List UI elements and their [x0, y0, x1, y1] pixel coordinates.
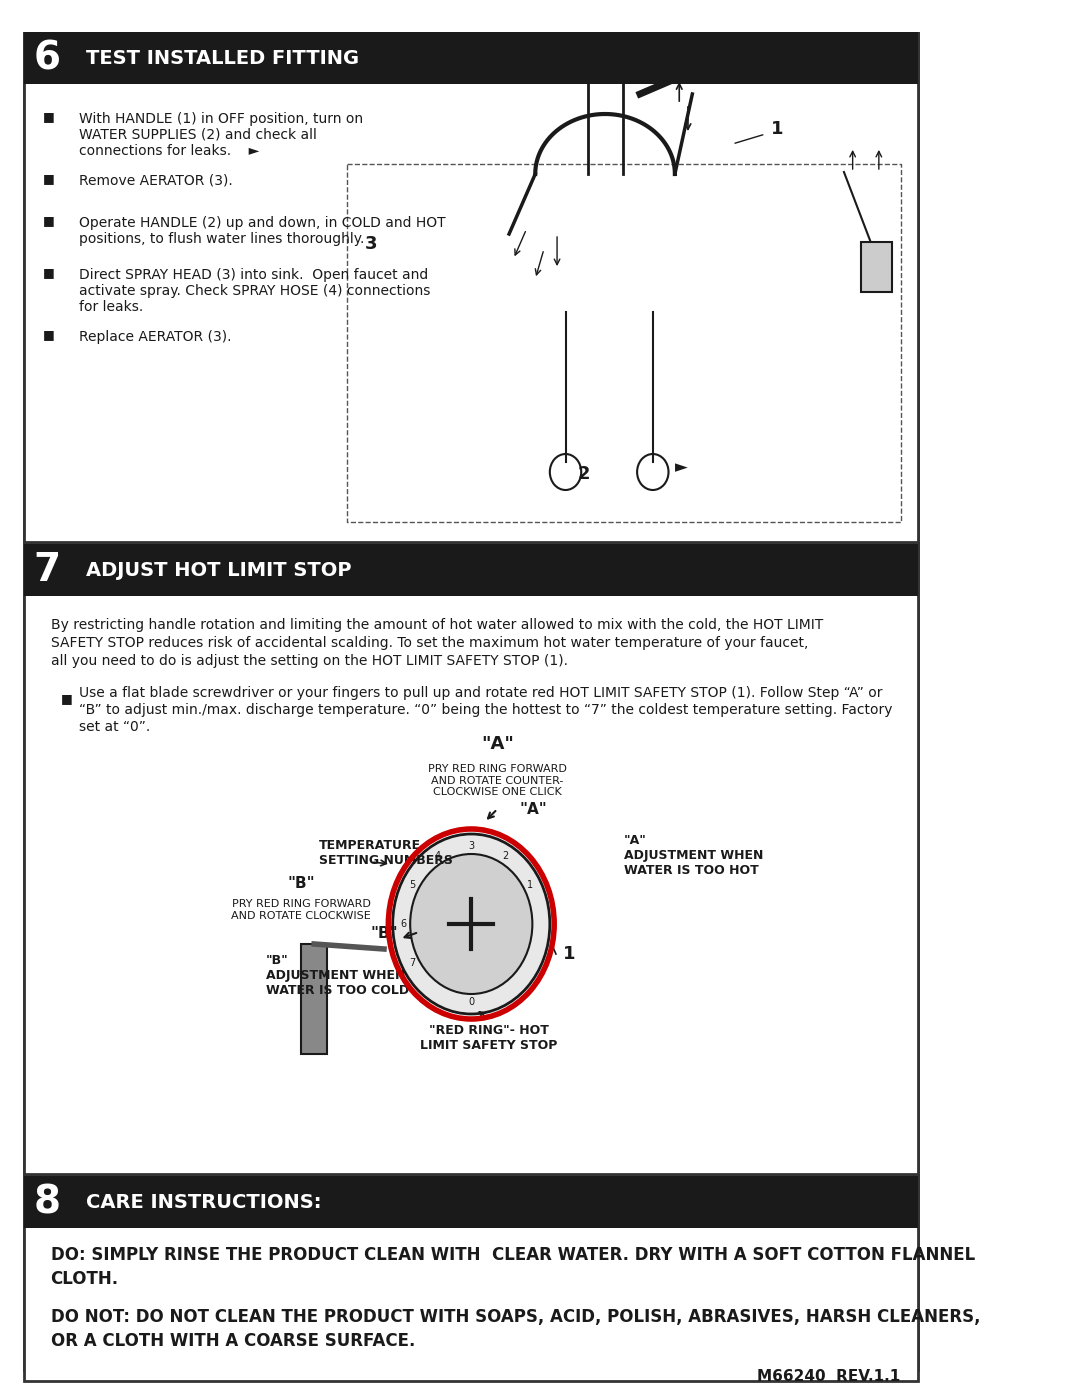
Text: "RED RING"- HOT
LIMIT SAFETY STOP: "RED RING"- HOT LIMIT SAFETY STOP	[420, 1024, 557, 1052]
Text: ►: ►	[675, 458, 687, 476]
Text: 8: 8	[33, 1183, 60, 1221]
Bar	[301, 944, 327, 1053]
Text: 5: 5	[409, 880, 416, 890]
Text: 2: 2	[578, 465, 590, 483]
Text: M66240  REV.1.1: M66240 REV.1.1	[757, 1369, 901, 1384]
Text: 7: 7	[409, 958, 416, 968]
Text: "B": "B"	[287, 876, 315, 891]
Text: PRY RED RING FORWARD
AND ROTATE CLOCKWISE: PRY RED RING FORWARD AND ROTATE CLOCKWIS…	[231, 900, 370, 921]
Text: connections for leaks.    ►: connections for leaks. ►	[79, 144, 259, 158]
Text: 7: 7	[33, 550, 60, 590]
Text: 1: 1	[771, 120, 784, 138]
Text: ■: ■	[60, 692, 72, 705]
Bar	[25, 32, 918, 542]
Text: DO NOT: DO NOT CLEAN THE PRODUCT WITH SOAPS, ACID, POLISH, ABRASIVES, HARSH CLEA: DO NOT: DO NOT CLEAN THE PRODUCT WITH SO…	[51, 1308, 981, 1350]
Text: “B” to adjust min./max. discharge temperature. “0” being the hottest to “7” the : “B” to adjust min./max. discharge temper…	[79, 703, 892, 717]
Text: ■: ■	[43, 172, 55, 184]
Text: DO: SIMPLY RINSE THE PRODUCT CLEAN WITH  CLEAR WATER. DRY WITH A SOFT COTTON FLA: DO: SIMPLY RINSE THE PRODUCT CLEAN WITH …	[51, 1246, 975, 1288]
Text: 0: 0	[469, 997, 474, 1007]
Bar	[25, 543, 70, 597]
Text: 3: 3	[365, 235, 377, 253]
Text: ■: ■	[43, 328, 55, 341]
Text: PRY RED RING FORWARD
AND ROTATE COUNTER-
CLOCKWISE ONE CLICK: PRY RED RING FORWARD AND ROTATE COUNTER-…	[428, 764, 567, 798]
Text: set at “0”.: set at “0”.	[79, 719, 150, 733]
Text: ADJUST HOT LIMIT STOP: ADJUST HOT LIMIT STOP	[85, 560, 351, 580]
Bar	[25, 543, 918, 597]
Text: 1: 1	[527, 880, 534, 890]
Text: By restricting handle rotation and limiting the amount of hot water allowed to m: By restricting handle rotation and limit…	[51, 617, 823, 631]
Text: ■: ■	[43, 265, 55, 279]
Text: activate spray. Check SPRAY HOSE (4) connections: activate spray. Check SPRAY HOSE (4) con…	[79, 284, 430, 298]
Text: "A"
ADJUSTMENT WHEN
WATER IS TOO HOT: "A" ADJUSTMENT WHEN WATER IS TOO HOT	[624, 834, 764, 877]
Bar	[25, 1176, 70, 1228]
Text: WATER SUPPLIES (2) and check all: WATER SUPPLIES (2) and check all	[79, 129, 316, 142]
Text: "B": "B"	[370, 926, 397, 942]
Text: ■: ■	[43, 214, 55, 226]
Text: 6: 6	[33, 39, 60, 77]
Text: 1: 1	[563, 944, 576, 963]
Text: 6: 6	[400, 919, 406, 929]
Text: TEMPERATURE
SETTING NUMBERS: TEMPERATURE SETTING NUMBERS	[319, 840, 453, 868]
Text: ■: ■	[43, 110, 55, 123]
Text: for leaks.: for leaks.	[79, 300, 143, 314]
Text: "B"
ADJUSTMENT WHEN
WATER IS TOO COLD: "B" ADJUSTMENT WHEN WATER IS TOO COLD	[266, 954, 409, 997]
Text: CARE INSTRUCTIONS:: CARE INSTRUCTIONS:	[85, 1193, 321, 1211]
Text: SAFETY STOP reduces risk of accidental scalding. To set the maximum hot water te: SAFETY STOP reduces risk of accidental s…	[51, 636, 808, 650]
Text: Remove AERATOR (3).: Remove AERATOR (3).	[79, 175, 232, 189]
Text: "A": "A"	[519, 802, 548, 817]
Bar	[862, 242, 892, 292]
Bar	[0, 1391, 943, 1397]
Text: With HANDLE (1) in OFF position, turn on: With HANDLE (1) in OFF position, turn on	[79, 112, 363, 126]
Circle shape	[393, 834, 550, 1014]
Text: 4: 4	[434, 851, 441, 862]
Text: positions, to flush water lines thoroughly.: positions, to flush water lines thorough…	[79, 232, 364, 246]
Text: Use a flat blade screwdriver or your fingers to pull up and rotate red HOT LIMIT: Use a flat blade screwdriver or your fin…	[79, 686, 882, 700]
Text: Direct SPRAY HEAD (3) into sink.  Open faucet and: Direct SPRAY HEAD (3) into sink. Open fa…	[79, 268, 428, 282]
Circle shape	[410, 854, 532, 995]
Text: Replace AERATOR (3).: Replace AERATOR (3).	[79, 330, 231, 344]
Bar	[25, 1176, 918, 1382]
Bar	[25, 543, 918, 1173]
Text: 2: 2	[502, 851, 509, 862]
Text: all you need to do is adjust the setting on the HOT LIMIT SAFETY STOP (1).: all you need to do is adjust the setting…	[51, 654, 568, 668]
Bar	[25, 1176, 918, 1228]
Bar	[25, 32, 70, 84]
Text: Operate HANDLE (2) up and down, in COLD and HOT: Operate HANDLE (2) up and down, in COLD …	[79, 217, 445, 231]
Bar	[0, 0, 943, 32]
Text: TEST INSTALLED FITTING: TEST INSTALLED FITTING	[85, 49, 359, 67]
Bar	[25, 32, 918, 84]
Text: 3: 3	[469, 841, 474, 851]
Text: "A": "A"	[481, 735, 514, 753]
